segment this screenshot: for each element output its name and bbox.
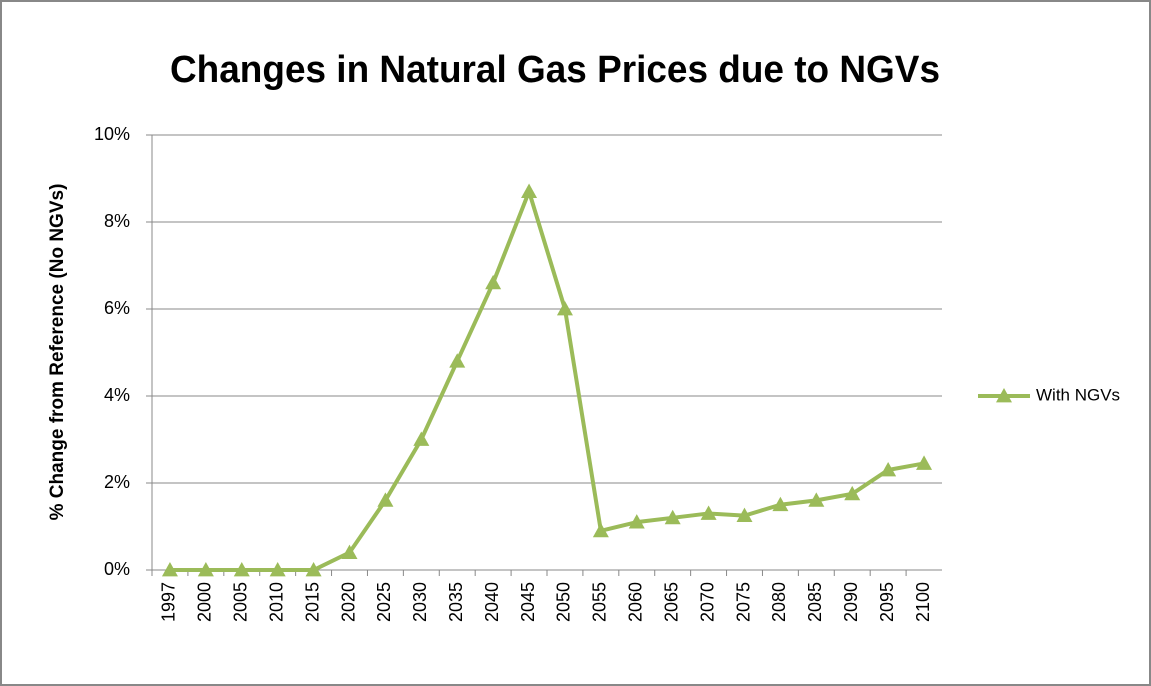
marker bbox=[449, 353, 466, 368]
marker bbox=[305, 562, 322, 577]
y-tick-label: 10% bbox=[94, 124, 130, 144]
marker bbox=[808, 492, 825, 507]
legend-marker bbox=[996, 388, 1012, 403]
marker bbox=[161, 562, 178, 577]
x-tick-label: 2070 bbox=[697, 582, 717, 622]
marker bbox=[880, 461, 897, 477]
x-tick-label: 2085 bbox=[805, 582, 825, 622]
marker bbox=[628, 514, 645, 529]
marker bbox=[916, 455, 933, 470]
marker bbox=[844, 485, 861, 501]
x-tick-label: 2065 bbox=[661, 582, 681, 622]
legend-label: With NGVs bbox=[1036, 385, 1120, 404]
x-tick-label: 2000 bbox=[195, 582, 215, 622]
x-tick-label: 2080 bbox=[769, 582, 789, 622]
x-tick-label: 2075 bbox=[733, 582, 753, 622]
x-tick-label: 2030 bbox=[410, 582, 430, 622]
x-tick-label: 2035 bbox=[446, 582, 466, 622]
marker bbox=[197, 562, 214, 577]
marker bbox=[413, 431, 430, 446]
x-tick-label: 2005 bbox=[231, 582, 251, 622]
marker bbox=[736, 507, 753, 523]
y-tick-label: 4% bbox=[104, 385, 130, 405]
marker bbox=[377, 492, 394, 507]
x-tick-label: 2015 bbox=[302, 582, 322, 622]
x-tick-label: 2020 bbox=[338, 582, 358, 622]
y-tick-label: 8% bbox=[104, 211, 130, 231]
x-tick-label: 2060 bbox=[626, 582, 646, 622]
y-tick-label: 6% bbox=[104, 298, 130, 318]
y-axis-label: % Change from Reference (No NGVs) bbox=[47, 184, 68, 521]
y-tick-label: 0% bbox=[104, 559, 130, 579]
marker bbox=[700, 505, 717, 520]
marker bbox=[664, 509, 681, 525]
marker bbox=[485, 274, 502, 290]
marker bbox=[233, 562, 250, 577]
marker bbox=[772, 496, 789, 512]
series-line bbox=[169, 185, 925, 572]
x-tick-label: 2055 bbox=[590, 582, 610, 622]
x-tick-label: 2100 bbox=[913, 582, 933, 622]
marker bbox=[341, 544, 358, 559]
marker bbox=[592, 522, 609, 538]
x-tick-label: 2090 bbox=[841, 582, 861, 622]
x-tick-label: 2040 bbox=[482, 582, 502, 622]
x-tick-label: 2025 bbox=[374, 582, 394, 622]
marker bbox=[269, 562, 286, 577]
marker bbox=[521, 183, 538, 198]
y-tick-label: 2% bbox=[104, 472, 130, 492]
x-tick-label: 2095 bbox=[877, 582, 897, 622]
marker bbox=[556, 301, 573, 316]
x-tick-label: 1997 bbox=[159, 582, 179, 622]
x-tick-label: 2045 bbox=[518, 582, 538, 622]
x-tick-label: 2050 bbox=[554, 582, 574, 622]
x-tick-label: 2010 bbox=[266, 582, 286, 622]
chart-title: Changes in Natural Gas Prices due to NGV… bbox=[170, 49, 940, 91]
